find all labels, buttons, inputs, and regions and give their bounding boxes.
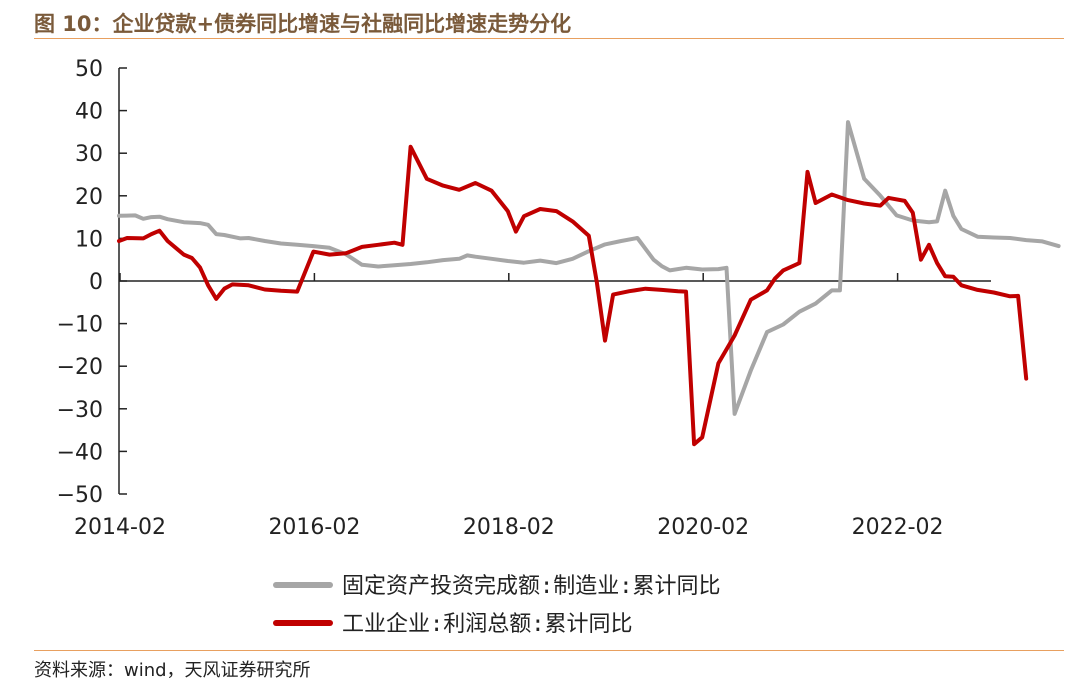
y-tick-label: 0 (89, 270, 103, 295)
y-tick-label: −40 (57, 440, 103, 465)
y-tick-label: 50 (75, 57, 103, 82)
series-line-2 (117, 144, 1029, 447)
y-tick-label: −30 (57, 398, 103, 423)
y-tick-label: 40 (75, 100, 103, 125)
x-tick-label: 2018-02 (463, 515, 555, 540)
chart-title: 图 10：企业贷款+债券同比增速与社融同比增速走势分化 (34, 12, 572, 36)
y-tick-label: 30 (75, 142, 103, 167)
y-tick-label: −10 (57, 313, 103, 338)
source-note: 资料来源：wind，天风证券研究所 (34, 660, 311, 681)
y-tick-label: 20 (75, 185, 103, 210)
x-tick-label: 2020-02 (657, 515, 749, 540)
series-line-1 (117, 120, 1061, 416)
title-divider (34, 38, 1064, 39)
y-tick-label: −20 (57, 355, 103, 380)
y-tick-label: −50 (57, 483, 103, 508)
x-tick-label: 2016-02 (268, 515, 360, 540)
y-tick-label: 10 (75, 227, 103, 252)
footer-divider (34, 650, 1064, 651)
legend-label-1: 固定资产投资完成额:制造业:累计同比 (342, 574, 721, 599)
legend-label-2: 工业企业:利润总额:累计同比 (342, 612, 633, 637)
x-tick-label: 2022-02 (852, 515, 944, 540)
line-chart: 50 40 30 20 10 0 −10 −20 −30 −40 −50 2014-02 2016-02… (57, 57, 1061, 637)
x-tick-label: 2014-02 (74, 515, 166, 540)
